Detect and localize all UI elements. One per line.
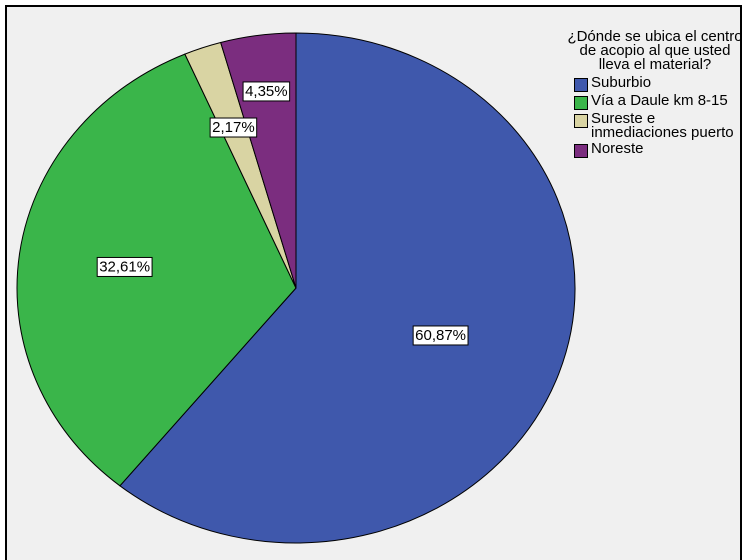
data-label: 4,35%	[242, 81, 291, 102]
data-label: 32,61%	[96, 256, 153, 277]
data-label-box	[412, 325, 469, 346]
legend-swatch	[574, 96, 588, 110]
data-label-box	[96, 256, 153, 277]
data-label-box	[242, 81, 291, 102]
legend-swatch	[574, 144, 588, 158]
data-label: 60,87%	[412, 325, 469, 346]
data-label-text: 4,35%	[245, 83, 288, 100]
legend-title: ¿Dónde se ubica el centro de acopio al q…	[567, 28, 743, 73]
data-label-text: 60,87%	[415, 327, 466, 344]
legend-item-via-a-daule: Vía a Daule km 8-15	[566, 92, 744, 110]
legend-label: Sureste e inmediaciones puerto	[591, 110, 734, 141]
legend-label: Noreste	[591, 140, 644, 157]
legend: ¿Dónde se ubica el centro de acopio al q…	[566, 28, 744, 160]
legend-label: Suburbio	[591, 74, 652, 91]
data-label-text: 32,61%	[99, 258, 150, 275]
legend-swatch	[574, 114, 588, 128]
legend-swatch	[574, 78, 588, 92]
data-label: 2,17%	[209, 117, 258, 138]
legend-item-sureste: Sureste e inmediaciones puerto	[566, 110, 744, 141]
legend-item-noreste: Noreste	[566, 140, 744, 158]
pie-slice-v-a-a-daule-km-8-15	[16, 53, 297, 487]
data-label-box	[209, 117, 258, 138]
data-label-text: 2,17%	[212, 119, 255, 136]
legend-label: Vía a Daule km 8-15	[591, 92, 728, 109]
legend-item-suburbio: Suburbio	[566, 74, 744, 92]
pie-slice-suburbio	[119, 32, 576, 544]
